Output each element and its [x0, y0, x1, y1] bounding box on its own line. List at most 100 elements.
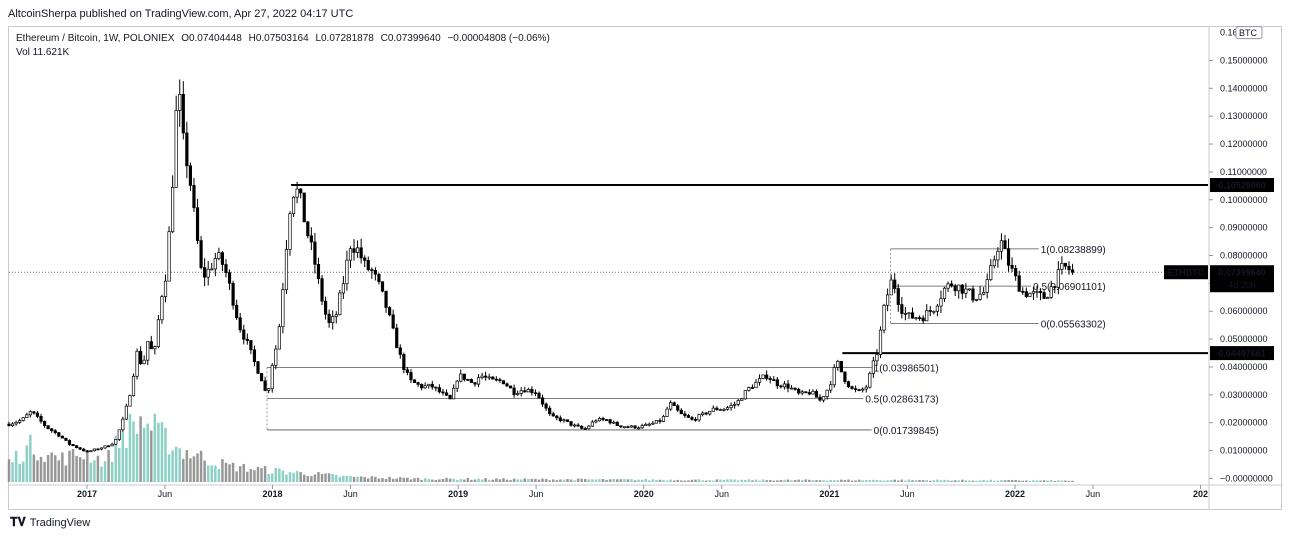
- volume-bar: [327, 473, 331, 482]
- candle-body: [925, 310, 929, 322]
- candle-body: [690, 417, 694, 420]
- candle-body: [270, 364, 274, 390]
- candle-body: [1010, 264, 1014, 269]
- volume-bar: [672, 480, 676, 482]
- volume-bar: [89, 462, 93, 482]
- footer: 𝐓𝐕 TradingView: [10, 515, 90, 530]
- candle-body: [843, 371, 847, 382]
- volume-bar: [776, 480, 779, 482]
- volume-bar: [761, 479, 765, 482]
- candle-body: [974, 299, 979, 301]
- candle-body: [348, 248, 353, 261]
- volume-bar: [843, 479, 847, 482]
- volume-bar: [171, 450, 174, 482]
- candle-body: [1014, 268, 1018, 277]
- currency-badge: [1235, 26, 1263, 40]
- candle-body: [597, 418, 602, 422]
- volume-bar: [75, 456, 78, 482]
- candle-body: [338, 292, 342, 316]
- volume-bar: [832, 480, 836, 482]
- candle-body: [704, 412, 708, 415]
- volume-bar: [377, 478, 381, 482]
- candle-body: [750, 387, 755, 389]
- key-level-price-label: 0.04497661: [1218, 349, 1266, 359]
- volume-bar: [317, 472, 320, 482]
- candle-body: [227, 272, 232, 284]
- candle-body: [715, 407, 719, 410]
- volume-bar: [897, 480, 900, 482]
- candle-body: [537, 392, 541, 399]
- tradingview-logo-icon: 𝐓𝐕: [10, 515, 26, 529]
- candle-body: [288, 213, 292, 250]
- volume-bar: [648, 480, 651, 482]
- volume-bar: [669, 479, 672, 482]
- volume-bar: [626, 479, 630, 482]
- volume-bar: [868, 480, 872, 482]
- volume-bar: [320, 473, 324, 482]
- candle-body: [590, 421, 594, 427]
- volume-bar: [18, 463, 21, 482]
- candle-body: [355, 247, 360, 253]
- candle-body: [67, 440, 72, 445]
- candle-body: [846, 381, 851, 387]
- candle-body: [786, 383, 790, 389]
- fib-level-label: 1(0.03986501): [874, 363, 939, 374]
- volume-bar: [68, 450, 71, 482]
- candle-body: [480, 375, 484, 379]
- candle-body: [672, 402, 676, 407]
- candle-body: [907, 312, 911, 315]
- candle-body: [725, 407, 730, 410]
- volume-bar: [367, 478, 370, 482]
- candle-body: [388, 307, 392, 316]
- candle-body: [985, 279, 989, 293]
- price-tick-label: 0.14000000: [1220, 83, 1268, 93]
- volume-bar: [196, 453, 199, 482]
- volume-bar: [530, 478, 534, 482]
- volume-bar: [281, 470, 285, 482]
- volume-bar: [911, 480, 914, 482]
- candle-body: [370, 269, 374, 272]
- volume-bar: [224, 462, 228, 482]
- candle-body: [950, 283, 954, 287]
- fib-label-bg: [871, 424, 941, 438]
- candle-body: [612, 421, 616, 424]
- volume-bar: [235, 471, 238, 482]
- volume-bar: [480, 479, 484, 482]
- candle-body: [701, 412, 705, 415]
- volume-bar: [53, 455, 57, 482]
- candle-body: [498, 379, 502, 381]
- publisher-line: AltcoinSherpa published on TradingView.c…: [8, 8, 354, 20]
- volume-bar: [715, 479, 719, 482]
- volume-bar: [203, 460, 206, 482]
- volume-bar: [445, 477, 448, 482]
- volume-bar: [135, 433, 139, 482]
- candle-body: [523, 390, 527, 393]
- volume-bar: [683, 480, 687, 482]
- volume-bar: [961, 479, 964, 482]
- volume-bar: [139, 416, 142, 482]
- volume-bar: [463, 479, 466, 482]
- volume-bar: [939, 480, 943, 482]
- candle-body: [363, 257, 367, 261]
- volume-bar: [1042, 480, 1046, 482]
- candle-body: [78, 447, 82, 450]
- candle-body: [669, 402, 673, 410]
- candle-body: [491, 376, 495, 380]
- volume-bar: [502, 478, 505, 482]
- candle-body: [960, 284, 964, 294]
- time-tick-label: 2018: [263, 489, 283, 499]
- volume-bar: [751, 480, 754, 482]
- candle-body: [210, 268, 214, 271]
- volume-bar: [566, 479, 569, 482]
- candle-body: [604, 419, 609, 421]
- volume-bar: [829, 480, 832, 482]
- volume-bar: [797, 479, 800, 482]
- candle-body: [708, 410, 712, 415]
- price-tick-label: 0.05000000: [1220, 334, 1268, 344]
- volume-bar: [608, 479, 612, 482]
- candle-body: [686, 415, 690, 418]
- price-tick-label: 0.12000000: [1220, 139, 1268, 149]
- candle-body: [156, 319, 160, 348]
- footer-brand[interactable]: TradingView: [29, 516, 91, 529]
